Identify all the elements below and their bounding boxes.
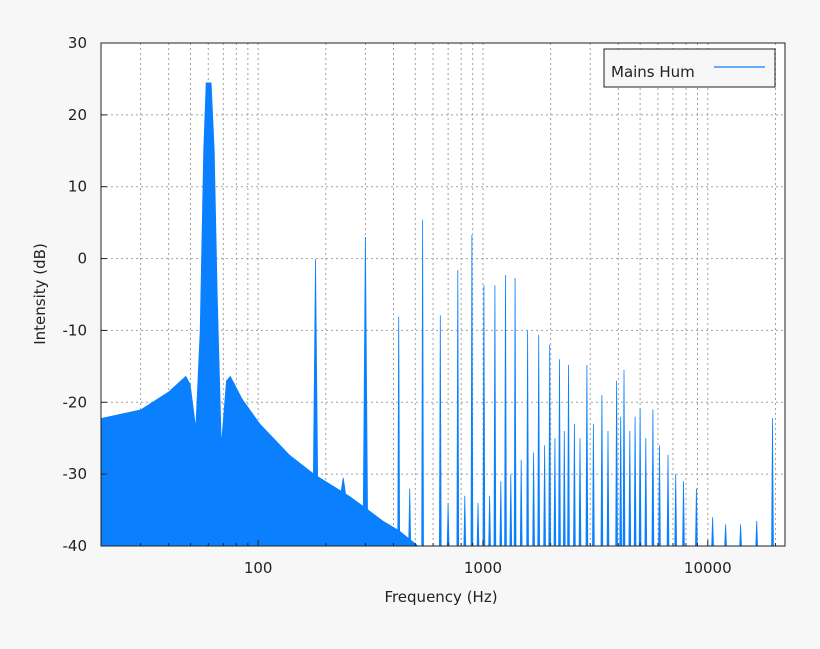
spectrum-peak bbox=[658, 445, 661, 546]
x-tick-label: 10000 bbox=[684, 559, 732, 577]
spectrum-peak bbox=[651, 409, 655, 546]
plot-border bbox=[100, 42, 786, 547]
x-axis-label: Frequency (Hz) bbox=[384, 588, 497, 606]
spectrum-peak bbox=[456, 270, 460, 546]
spectrum-peak bbox=[695, 488, 698, 546]
spectrum-peak bbox=[592, 423, 595, 546]
spectrum-peak bbox=[504, 275, 507, 546]
spectrum-peak bbox=[537, 334, 540, 546]
spectrum-peak bbox=[674, 474, 677, 546]
spectrum-peak bbox=[421, 219, 424, 547]
spectrum-peak bbox=[606, 431, 610, 546]
spectrum-peak bbox=[543, 445, 546, 546]
spectrum-peak bbox=[628, 431, 632, 546]
spectrum-peak bbox=[600, 395, 604, 546]
spectrum-peak bbox=[563, 431, 566, 546]
legend-box bbox=[603, 48, 776, 88]
spectrum-peak bbox=[558, 359, 561, 546]
spectrum-peak bbox=[408, 488, 411, 546]
spectrum-peak bbox=[482, 285, 486, 546]
spectrum-peak bbox=[739, 524, 742, 546]
spectrum-envelope bbox=[101, 82, 785, 546]
spectrum-peak bbox=[513, 278, 517, 546]
spectrum-peak bbox=[439, 315, 442, 546]
spectrum-peak bbox=[532, 452, 535, 546]
spectrum-peak bbox=[470, 234, 474, 546]
y-axis-label: Intensity (dB) bbox=[31, 243, 49, 345]
spectrum-peak bbox=[615, 380, 618, 546]
spectrum-peak bbox=[633, 416, 637, 546]
y-tick-label: 20 bbox=[68, 106, 87, 124]
y-tick-label: -10 bbox=[63, 321, 88, 339]
spectrum-peak bbox=[340, 477, 346, 546]
spectrum-peak bbox=[638, 408, 642, 546]
spectrum-peak bbox=[519, 459, 523, 546]
spectrum-peak bbox=[567, 364, 570, 546]
spectrum-peak bbox=[548, 344, 551, 546]
y-tick-label: 30 bbox=[68, 34, 87, 52]
spectrum-peak bbox=[463, 495, 467, 546]
spectrum-peak bbox=[644, 438, 648, 546]
spectrum-peak bbox=[313, 259, 318, 546]
spectrum-peak bbox=[493, 285, 497, 546]
spectrum-peak bbox=[499, 481, 503, 546]
spectrum-peak bbox=[666, 454, 670, 546]
y-tick-label: -30 bbox=[63, 465, 88, 483]
spectrum-peak bbox=[362, 237, 368, 546]
x-tick-label: 1000 bbox=[464, 559, 502, 577]
spectrum-peak bbox=[509, 474, 513, 546]
spectrum-peak bbox=[476, 502, 480, 546]
spectrum-peak bbox=[488, 495, 491, 546]
spectrum-peak bbox=[771, 418, 774, 546]
spectrum-peak bbox=[682, 481, 685, 546]
y-tick-label: -40 bbox=[63, 537, 88, 555]
ticks: -40 -30 -20 -10 0 10 20 30 100 1000 10000 bbox=[63, 34, 776, 577]
grid bbox=[101, 43, 785, 546]
x-tick-label: 100 bbox=[244, 559, 273, 577]
spectrum-peak bbox=[619, 416, 622, 546]
spectrum-peak bbox=[578, 438, 582, 546]
y-tick-label: 0 bbox=[77, 250, 87, 268]
spectrum-peak bbox=[573, 423, 576, 546]
y-tick-label: -20 bbox=[63, 393, 88, 411]
series-mains-hum bbox=[101, 82, 785, 547]
spectrum-peak bbox=[553, 438, 557, 546]
spectrum-peak bbox=[397, 316, 400, 546]
legend-label: Mains Hum bbox=[611, 63, 695, 81]
spectrum-peak bbox=[622, 370, 626, 546]
spectrum-peak bbox=[724, 524, 727, 546]
spectrum-peak bbox=[585, 364, 589, 546]
legend: Mains Hum bbox=[603, 48, 776, 88]
spectrum-peak bbox=[446, 502, 450, 546]
spectrum-peak bbox=[526, 330, 529, 546]
spectrum-peak bbox=[711, 517, 714, 546]
spectrum-peak bbox=[755, 520, 758, 546]
y-tick-label: 10 bbox=[68, 178, 87, 196]
